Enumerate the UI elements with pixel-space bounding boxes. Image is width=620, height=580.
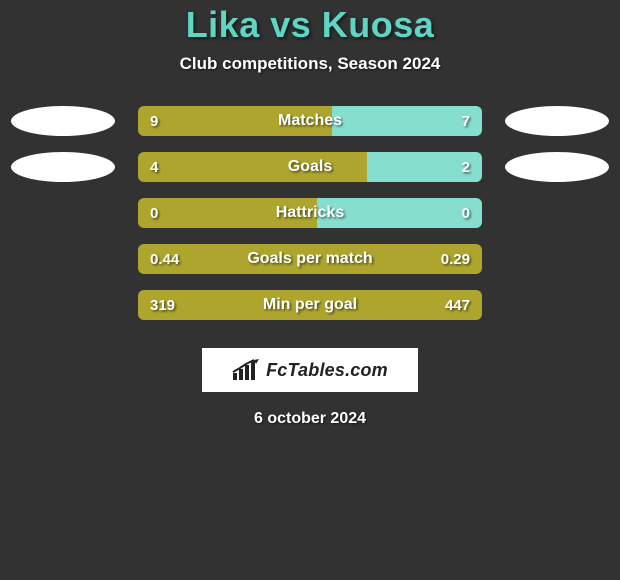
stat-bar: Hattricks00 (138, 198, 482, 228)
stat-bar-left-fill (138, 106, 332, 136)
stat-bar-left-fill (138, 244, 345, 274)
stat-row: Goals42 (0, 152, 620, 182)
team-badge-right (505, 106, 609, 136)
stat-bar-left-fill (138, 152, 367, 182)
right-badge-slot (502, 152, 612, 182)
stat-row: Matches97 (0, 106, 620, 136)
stat-bar: Goals42 (138, 152, 482, 182)
left-badge-slot (8, 106, 118, 136)
stat-bar-left-fill (138, 198, 317, 228)
stat-bar-left-fill (138, 290, 281, 320)
stat-bar-right-fill (281, 290, 482, 320)
comparison-card: Lika vs Kuosa Club competitions, Season … (0, 0, 620, 428)
stat-row: Goals per match0.440.29 (0, 244, 620, 274)
brand-label: FcTables.com (266, 360, 388, 381)
page-title: Lika vs Kuosa (0, 4, 620, 46)
stat-bar-right-fill (367, 152, 482, 182)
bar-chart-icon (232, 359, 260, 381)
stat-bar-right-fill (345, 244, 482, 274)
right-badge-slot (502, 106, 612, 136)
team-badge-right (505, 152, 609, 182)
left-badge-slot (8, 152, 118, 182)
comparison-chart: Matches97 Goals42 Hattricks00 Goals per mat… (0, 106, 620, 320)
brand-badge[interactable]: FcTables.com (202, 348, 418, 392)
stat-bar-right-fill (332, 106, 483, 136)
stat-bar: Min per goal319447 (138, 290, 482, 320)
stat-row: Min per goal319447 (0, 290, 620, 320)
footer-date: 6 october 2024 (0, 410, 620, 428)
stat-bar: Goals per match0.440.29 (138, 244, 482, 274)
stat-bar: Matches97 (138, 106, 482, 136)
team-badge-left (11, 106, 115, 136)
stat-bar-right-fill (317, 198, 482, 228)
stat-row: Hattricks00 (0, 198, 620, 228)
page-subtitle: Club competitions, Season 2024 (0, 54, 620, 74)
team-badge-left (11, 152, 115, 182)
